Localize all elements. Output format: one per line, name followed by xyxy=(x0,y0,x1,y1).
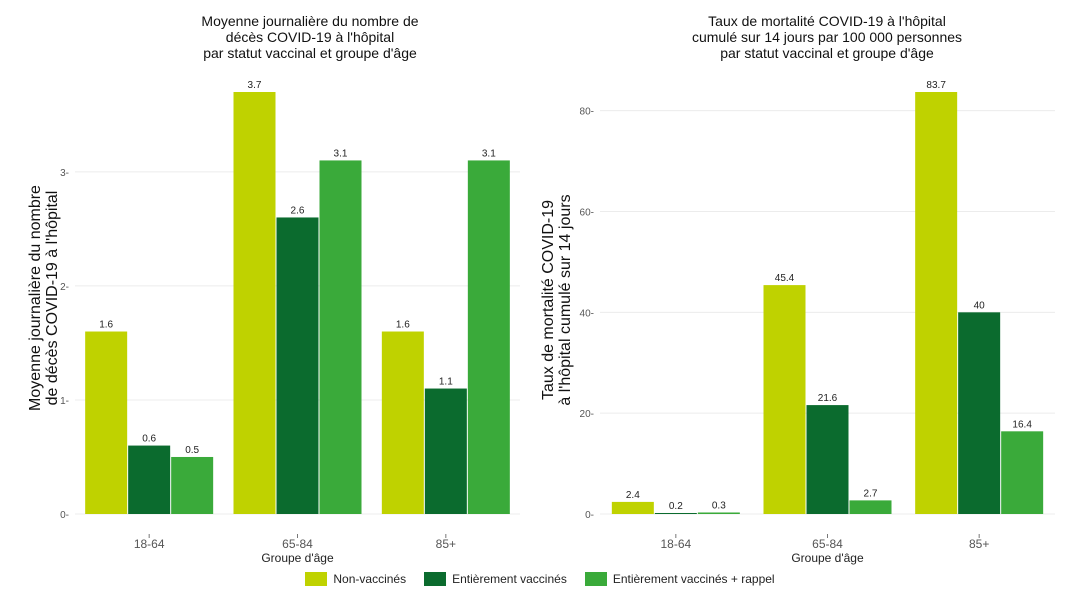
left-ylabel-line-0: Moyenne journalière du nombre xyxy=(27,185,44,411)
right-bar-18-64-1 xyxy=(654,512,697,514)
right-category-label-0: 18-64 xyxy=(660,537,691,551)
legend-label-entierement: Entièrement vaccinés xyxy=(452,572,567,586)
legend: Non-vaccinés Entièrement vaccinés Entièr… xyxy=(0,572,1080,586)
right-title-line-2: par statut vaccinal et groupe d'âge xyxy=(720,45,934,61)
right-data-label-85+-0: 83.7 xyxy=(926,80,946,91)
left-bar-85+-2 xyxy=(467,160,510,514)
left-bar-18-64-2 xyxy=(171,456,214,514)
right-bar-65-84-2 xyxy=(849,500,892,514)
right-xlabel: Groupe d'âge xyxy=(791,551,864,565)
legend-swatch-entierement xyxy=(424,572,447,586)
left-ylabel-line-1: de décès COVID-19 à l'hôpital xyxy=(44,191,61,406)
left-ytick-label-0: 0- xyxy=(60,510,69,521)
left-ytick-label-2: 2- xyxy=(60,282,69,293)
right-ylabel-line-1: à l'hôpital cumulé sur 14 jours xyxy=(557,194,574,405)
left-title-line-2: par statut vaccinal et groupe d'âge xyxy=(203,45,417,61)
left-category-label-2: 85+ xyxy=(436,537,456,551)
left-bar-18-64-0 xyxy=(85,331,128,514)
legend-label-rappel: Entièrement vaccinés + rappel xyxy=(612,572,775,586)
right-title-line-0: Taux de mortalité COVID-19 à l'hôpital xyxy=(708,13,946,29)
left-ytick-label-1: 1- xyxy=(60,396,69,407)
right-bar-18-64-0 xyxy=(611,501,654,514)
left-category-label-1: 65-84 xyxy=(282,537,313,551)
right-ytick-label-1: 20- xyxy=(580,409,594,420)
left-data-label-65-84-0: 3.7 xyxy=(248,80,262,91)
left-title-line-1: décès COVID-19 à l'hôpital xyxy=(226,29,394,45)
left-data-label-18-64-2: 0.5 xyxy=(185,445,199,456)
left-bar-18-64-1 xyxy=(128,445,171,514)
left-data-label-65-84-2: 3.1 xyxy=(334,148,348,159)
legend-item-entierement: Entièrement vaccinés xyxy=(424,572,567,586)
left-data-label-65-84-1: 2.6 xyxy=(291,205,305,216)
legend-swatch-rappel xyxy=(584,572,607,586)
right-bar-65-84-0 xyxy=(763,285,806,514)
right-data-label-65-84-0: 45.4 xyxy=(775,273,795,284)
right-ytick-label-2: 40- xyxy=(580,308,594,319)
legend-item-rappel: Entièrement vaccinés + rappel xyxy=(584,572,775,586)
left-data-label-18-64-1: 0.6 xyxy=(142,434,156,445)
left-bar-85+-0 xyxy=(381,331,424,514)
left-bar-65-84-1 xyxy=(276,217,319,514)
legend-item-non-vaccines: Non-vaccinés xyxy=(305,572,406,586)
right-ytick-label-3: 60- xyxy=(580,207,594,218)
right-data-label-85+-1: 40 xyxy=(974,300,986,311)
right-title-line-1: cumulé sur 14 jours par 100 000 personne… xyxy=(692,29,962,45)
right-bar-85+-0 xyxy=(915,92,958,514)
right-ytick-label-4: 80- xyxy=(580,107,594,118)
right-data-label-18-64-1: 0.2 xyxy=(669,501,683,512)
left-data-label-85+-0: 1.6 xyxy=(396,320,410,331)
right-ytick-label-0: 0- xyxy=(585,510,594,521)
legend-swatch-non-vaccines xyxy=(305,572,328,586)
right-data-label-65-84-2: 2.7 xyxy=(864,488,878,499)
left-ytick-label-3: 3- xyxy=(60,168,69,179)
left-title-line-0: Moyenne journalière du nombre de xyxy=(201,13,418,29)
right-bar-85+-2 xyxy=(1001,431,1044,514)
left-xlabel: Groupe d'âge xyxy=(261,551,334,565)
right-category-label-1: 65-84 xyxy=(812,537,843,551)
left-data-label-18-64-0: 1.6 xyxy=(99,320,113,331)
right-data-label-85+-2: 16.4 xyxy=(1012,419,1032,430)
left-bar-85+-1 xyxy=(424,388,467,514)
right-data-label-18-64-0: 2.4 xyxy=(626,490,640,501)
right-bar-18-64-2 xyxy=(697,512,740,514)
right-ylabel-line-0: Taux de mortalité COVID-19 xyxy=(540,200,557,400)
right-bar-65-84-1 xyxy=(806,405,849,514)
left-category-label-0: 18-64 xyxy=(134,537,165,551)
right-data-label-18-64-2: 0.3 xyxy=(712,500,726,511)
left-bar-65-84-2 xyxy=(319,160,362,514)
left-data-label-85+-2: 3.1 xyxy=(482,148,496,159)
left-bar-65-84-0 xyxy=(233,92,276,514)
right-category-label-2: 85+ xyxy=(969,537,989,551)
right-data-label-65-84-1: 21.6 xyxy=(818,393,838,404)
left-data-label-85+-1: 1.1 xyxy=(439,377,453,388)
right-bar-85+-1 xyxy=(958,312,1001,514)
legend-label-non-vaccines: Non-vaccinés xyxy=(333,572,407,586)
